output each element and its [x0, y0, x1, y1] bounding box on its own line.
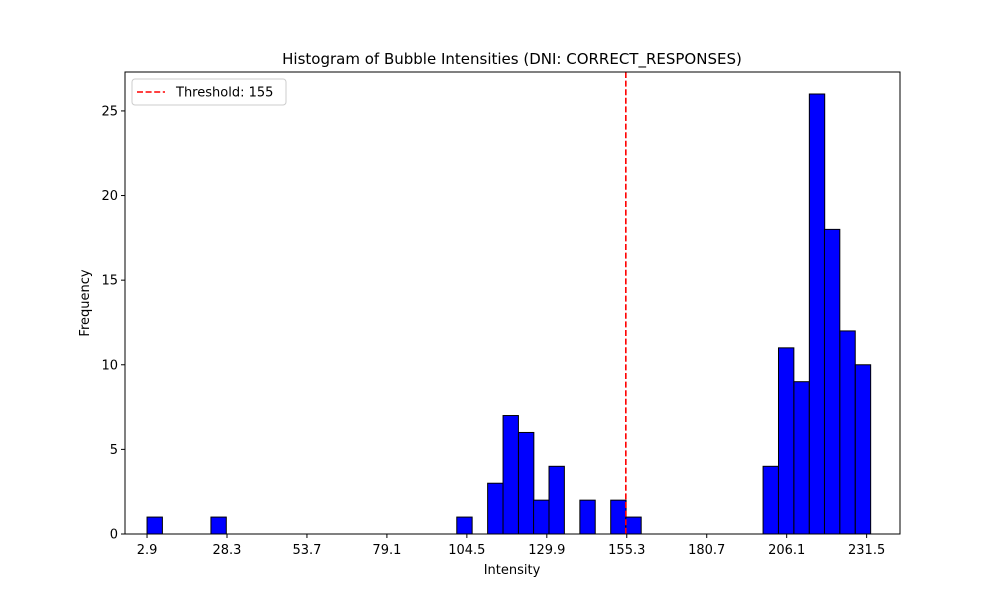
chart-title: Histogram of Bubble Intensities (DNI: CO…	[282, 50, 742, 69]
bars-group	[146, 93, 872, 535]
x-tick-label: 180.7	[688, 543, 725, 558]
x-tick-label: 79.1	[372, 543, 401, 558]
x-tick-label: 129.9	[528, 543, 565, 558]
histogram-bar	[777, 347, 795, 535]
y-tick-label: 15	[101, 274, 118, 289]
y-axis-label: Frequency	[78, 269, 93, 336]
y-tick-label: 0	[110, 528, 118, 543]
legend-box	[131, 78, 287, 106]
histogram-bar	[210, 516, 227, 535]
y-axis: 0 5 10 15 20 25	[101, 104, 125, 543]
x-tick-label: 28.3	[213, 543, 242, 558]
histogram-bar	[854, 364, 872, 535]
histogram-bar	[762, 465, 779, 535]
y-tick-label: 20	[101, 189, 118, 204]
y-tick-label: 5	[110, 443, 118, 458]
histogram-bar	[517, 431, 535, 535]
x-tick-label: 231.5	[848, 543, 885, 558]
histogram-bar	[487, 482, 504, 535]
x-axis: 2.9 28.3 53.7 79.1 104.5 129.9 155.3 180.7 206.1…	[137, 534, 885, 558]
histogram-bar	[146, 516, 163, 535]
histogram-bar	[808, 93, 826, 535]
histogram-bar	[456, 516, 473, 535]
histogram-bar	[502, 415, 519, 535]
legend-threshold-label: Threshold: 155	[175, 86, 273, 101]
x-tick-label: 104.5	[448, 543, 485, 558]
x-axis-label: Intensity	[484, 563, 541, 578]
histogram-bar	[548, 465, 565, 535]
plot-frame	[124, 71, 901, 535]
histogram-bar	[823, 228, 841, 535]
histogram-bar	[793, 381, 810, 535]
histogram-bar	[610, 499, 627, 535]
x-tick-label: 2.9	[137, 543, 158, 558]
legend: Threshold: 155	[131, 78, 287, 106]
histogram-bar	[839, 330, 856, 535]
x-tick-label: 53.7	[292, 543, 321, 558]
histogram-bar	[533, 499, 550, 535]
histogram-bar	[625, 516, 642, 535]
y-tick-label: 25	[101, 104, 118, 119]
y-tick-label: 10	[101, 358, 118, 373]
x-tick-label: 206.1	[768, 543, 805, 558]
histogram-bar	[579, 499, 596, 535]
x-tick-label: 155.3	[608, 543, 645, 558]
